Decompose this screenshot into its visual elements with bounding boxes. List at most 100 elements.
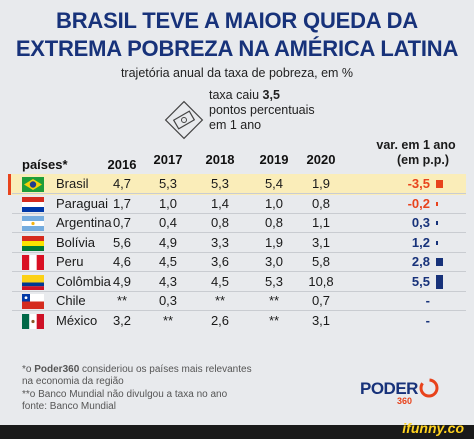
poder360-logo: PODER 360 xyxy=(360,377,440,407)
footnote-star: *o xyxy=(22,364,35,375)
logo-number: 360 xyxy=(397,396,413,406)
variation-value: 1,2 xyxy=(411,234,430,250)
table-cell: 0,8 xyxy=(210,215,230,230)
table-row: México 3,2 ** 2,6 ** 3,1 - xyxy=(8,311,466,332)
table-cell: 1,0 xyxy=(264,195,284,211)
footnote-brand: Poder360 xyxy=(34,364,80,375)
table-cell: 3,1 xyxy=(311,312,331,328)
row-separator xyxy=(12,212,466,214)
argentina-flag-icon xyxy=(22,216,44,231)
variation-value: -0,2 xyxy=(407,195,430,211)
table-cell: 4,9 xyxy=(112,273,132,289)
country-name: Brasil xyxy=(56,176,89,191)
table-row: Brasil 4,7 5,3 5,3 5,4 1,9 -3,5 xyxy=(8,174,466,195)
table-cell: 4,5 xyxy=(210,273,230,289)
table-cell: ** xyxy=(214,293,226,308)
variation-value: -3,5 xyxy=(407,176,430,191)
row-separator xyxy=(12,310,466,311)
table-row: Argentina 0,7 0,4 0,8 0,8 1,1 0,3 xyxy=(8,213,466,234)
table-cell: 0,3 xyxy=(158,293,178,308)
brazil-flag-icon xyxy=(22,177,44,192)
table-cell: ** xyxy=(268,312,280,328)
row-separator xyxy=(12,232,466,233)
table-cell: 4,9 xyxy=(158,234,178,250)
table-row: Colômbia 4,9 4,3 4,5 5,3 10,8 5,5 xyxy=(8,272,466,293)
bolivia-flag-icon xyxy=(22,235,44,251)
variation-bar xyxy=(436,274,443,289)
banknote-diamond-icon xyxy=(164,100,204,140)
table-cell: ** xyxy=(116,293,128,308)
table-cell: 1,0 xyxy=(158,195,178,211)
chart-title-line1: BRASIL TEVE A MAIOR QUEDA DA xyxy=(56,8,418,33)
variation-bar xyxy=(436,240,438,245)
row-separator xyxy=(12,290,466,292)
footnote-3: **o Banco Mundial não divulgou a taxa no… xyxy=(22,389,228,400)
watermark-text: ifunny.co xyxy=(402,420,464,436)
table-cell: 0,4 xyxy=(158,215,178,230)
header-variation: var. em 1 ano (em p.p.) xyxy=(364,138,468,168)
table-cell: 4,3 xyxy=(158,273,178,289)
table-row: Paraguai 1,7 1,0 1,4 1,0 0,8 -0,2 xyxy=(8,194,466,215)
logo-text: PODER xyxy=(360,379,418,398)
highlight-accent xyxy=(8,174,11,195)
table-row: Peru 4,6 4,5 3,6 3,0 5,8 2,8 xyxy=(8,252,466,273)
header-countries: países* xyxy=(22,157,68,172)
table-cell: 3,2 xyxy=(112,312,132,328)
header-year-2018: 2018 xyxy=(205,152,235,167)
callout-line2: pontos percentuais xyxy=(209,103,315,117)
header-year-2019: 2019 xyxy=(259,152,289,167)
variation-bar xyxy=(436,258,443,266)
header-year-2020: 2020 xyxy=(306,152,336,167)
variation-value: 5,5 xyxy=(411,273,430,289)
table-cell: 5,8 xyxy=(311,254,331,269)
country-name: Colômbia xyxy=(56,273,111,289)
callout-text: taxa caiu 3,5 pontos percentuais em 1 an… xyxy=(209,88,315,133)
callout-line3: em 1 ano xyxy=(209,118,262,132)
table-cell: 4,5 xyxy=(158,254,178,269)
header-variation-line2: (em p.p.) xyxy=(396,153,450,167)
table-cell: 1,4 xyxy=(210,195,230,211)
chile-flag-icon xyxy=(22,294,44,309)
table-row: Bolívia 5,6 4,9 3,3 1,9 3,1 1,2 xyxy=(8,233,466,254)
row-separator xyxy=(12,271,466,272)
callout-prefix: taxa caiu xyxy=(209,88,263,102)
table-cell: 1,9 xyxy=(311,176,331,191)
country-name: Bolívia xyxy=(56,234,96,250)
chart-subtitle: trajetória anual da taxa de pobreza, em … xyxy=(120,66,354,80)
peru-flag-icon xyxy=(22,255,44,270)
row-separator xyxy=(12,251,466,253)
country-name: México xyxy=(56,312,98,328)
mexico-flag-icon xyxy=(22,313,44,329)
country-name: Peru xyxy=(56,254,84,269)
table-cell: 0,7 xyxy=(311,293,331,308)
table-cell: 0,7 xyxy=(112,215,132,230)
header-year-2016: 2016 xyxy=(107,157,137,172)
table-cell: ** xyxy=(268,293,280,308)
variation-value: - xyxy=(425,293,430,308)
paraguay-flag-icon xyxy=(22,196,44,212)
country-name: Argentina xyxy=(56,215,112,230)
table-cell: 2,6 xyxy=(210,312,230,328)
header-year-2017: 2017 xyxy=(153,152,183,167)
footnote-source: fonte: Banco Mundial xyxy=(22,401,116,412)
table-cell: 3,1 xyxy=(311,234,331,250)
table-cell: 3,6 xyxy=(210,254,230,269)
footnote-1: *o Poder360 consideriou os países mais r… xyxy=(22,364,252,376)
table-cell: 0,8 xyxy=(264,215,284,230)
table-cell: 4,7 xyxy=(112,176,132,191)
table-cell: 0,8 xyxy=(311,195,331,211)
table-row: Chile ** 0,3 ** ** 0,7 - xyxy=(8,291,466,312)
variation-value: - xyxy=(425,312,430,328)
table-cell: 5,3 xyxy=(264,273,284,289)
table-cell: 1,9 xyxy=(264,234,284,250)
table-cell: ** xyxy=(162,312,174,328)
table-cell: 1,7 xyxy=(112,195,132,211)
variation-bar xyxy=(436,221,438,225)
variation-value: 0,3 xyxy=(411,215,430,230)
watermark-bar: ifunny.co xyxy=(0,420,474,439)
callout-value: 3,5 xyxy=(262,88,280,102)
table-cell: 3,0 xyxy=(264,254,284,269)
table-cell: 5,4 xyxy=(264,176,284,191)
chart-title-line2: EXTREMA POBREZA NA AMÉRICA LATINA xyxy=(15,36,459,61)
footnote-2: na economia da região xyxy=(22,376,124,387)
